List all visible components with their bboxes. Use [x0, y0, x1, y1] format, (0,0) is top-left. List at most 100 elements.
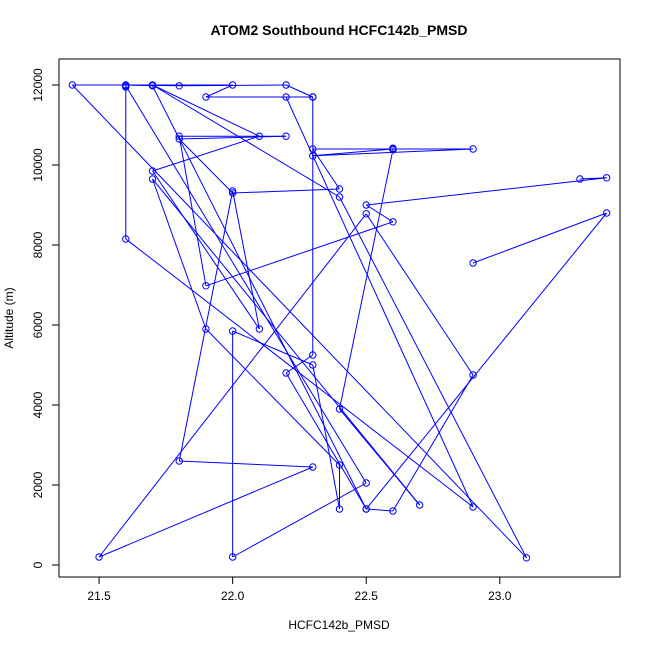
- series-segment: [232, 482, 367, 558]
- data-point: [148, 167, 157, 175]
- data-point: [282, 132, 290, 140]
- data-point: [309, 361, 317, 369]
- data-point: [309, 93, 317, 101]
- data-point: [362, 201, 370, 209]
- series-segment: [125, 85, 367, 484]
- data-point: [469, 259, 477, 267]
- series-segment: [365, 213, 474, 376]
- x-tick-label: 23.0: [488, 589, 512, 603]
- series-segment: [205, 328, 340, 466]
- chart-title: ATOM2 Southbound HCFC142b_PMSD: [211, 22, 468, 38]
- data-point: [255, 325, 264, 333]
- x-axis-label: HCFC142b_PMSD: [288, 618, 390, 632]
- data-point: [389, 146, 397, 154]
- series-segment: [232, 330, 313, 366]
- data-point: [576, 175, 584, 183]
- data-point: [602, 174, 611, 182]
- y-tick-label: 2000: [31, 471, 45, 498]
- data-point: [335, 193, 344, 201]
- x-tick-label: 21.5: [87, 589, 111, 603]
- data-point: [175, 132, 183, 140]
- series-segment: [152, 85, 367, 510]
- y-tick-label: 8000: [31, 231, 45, 258]
- x-tick-label: 22.5: [355, 589, 379, 603]
- y-tick-label: 0: [31, 561, 45, 568]
- point-layer: [68, 81, 611, 562]
- data-point: [122, 81, 130, 89]
- series-segment: [312, 148, 393, 157]
- series-segment: [98, 213, 367, 558]
- series-segment: [71, 84, 527, 559]
- data-point: [389, 507, 397, 515]
- series-segment: [285, 354, 314, 374]
- data-point: [68, 81, 77, 89]
- series-segment: [125, 238, 474, 508]
- data-point: [389, 218, 397, 226]
- series-segment: [339, 149, 394, 410]
- data-point: [202, 282, 210, 290]
- data-point: [202, 93, 210, 101]
- series-segment: [285, 84, 313, 98]
- series-segment: [152, 178, 207, 330]
- y-tick-label: 6000: [31, 311, 45, 338]
- series-segment: [178, 138, 233, 194]
- data-point: [175, 457, 183, 465]
- data-point: [228, 81, 237, 89]
- series-segment: [205, 84, 233, 98]
- data-point: [122, 235, 130, 243]
- data-point: [469, 371, 477, 379]
- series-segment: [366, 508, 393, 512]
- y-tick-label: 4000: [31, 391, 45, 418]
- data-point: [228, 553, 237, 561]
- series-segment: [366, 177, 607, 206]
- series-segment: [98, 466, 313, 558]
- data-point: [469, 145, 477, 153]
- data-point: [282, 81, 290, 89]
- series-segment: [152, 84, 260, 137]
- data-point: [522, 554, 531, 562]
- series-segment: [152, 170, 260, 330]
- data-point: [335, 461, 344, 469]
- data-point: [175, 135, 183, 143]
- y-axis-label: Altitude (m): [2, 287, 16, 348]
- series-segment: [312, 364, 340, 510]
- data-point: [282, 369, 290, 377]
- series-segment: [152, 178, 421, 506]
- series-segment: [232, 188, 340, 194]
- data-point: [335, 185, 344, 193]
- series-segment: [285, 372, 367, 510]
- series-layer: [71, 84, 608, 559]
- data-point: [335, 505, 344, 513]
- data-point: [228, 327, 237, 335]
- series-segment: [232, 190, 260, 330]
- data-point: [469, 503, 477, 511]
- x-tick-label: 22.0: [221, 589, 245, 603]
- series-segment: [392, 374, 474, 512]
- data-point: [282, 93, 290, 101]
- y-tick-label: 10000: [31, 148, 45, 182]
- data-point: [175, 82, 183, 90]
- data-point: [362, 479, 370, 487]
- data-point: [255, 132, 264, 140]
- series-segment: [179, 135, 287, 140]
- data-point: [148, 81, 157, 89]
- series-segment: [152, 84, 340, 198]
- data-point: [148, 175, 157, 183]
- data-point: [602, 209, 611, 217]
- series-segment: [152, 135, 260, 172]
- series-segment: [339, 196, 527, 559]
- data-point: [228, 187, 237, 195]
- data-point: [309, 463, 317, 471]
- y-tick-label: 12000: [31, 68, 45, 102]
- series-segment: [365, 212, 608, 510]
- y-axis: 0 2000 4000 6000 8000 10000 12000: [31, 68, 60, 568]
- data-point: [362, 210, 370, 218]
- data-point: [362, 505, 370, 513]
- data-point: [309, 351, 317, 359]
- series-segment: [179, 460, 313, 468]
- data-point: [122, 83, 130, 91]
- series-segment: [472, 212, 607, 264]
- data-point: [309, 152, 317, 160]
- x-axis: 21.5 22.0 22.5 23.0: [87, 576, 512, 603]
